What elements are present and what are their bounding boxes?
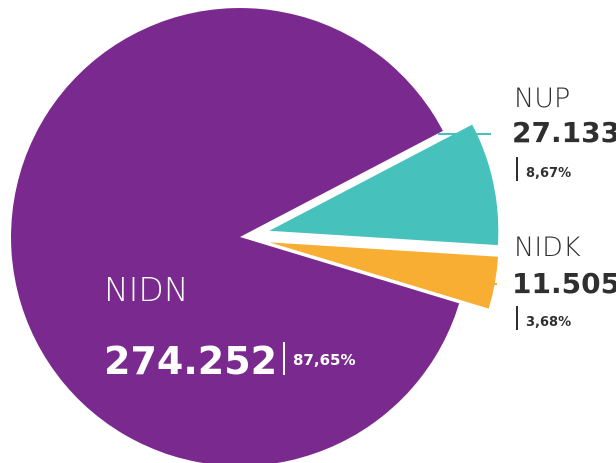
slice-label-nidk-divider xyxy=(516,306,518,330)
label-nidk: NIDK 11.505 3,68% xyxy=(512,232,616,330)
slice-nidk xyxy=(269,242,499,309)
slice-label-nidk-value: 11.505 xyxy=(512,267,616,300)
slice-label-nup-divider xyxy=(516,157,518,181)
slice-label-nup-percent: 8,67% xyxy=(526,166,571,181)
label-nidn: NIDN 274.252 87,65% xyxy=(104,270,355,383)
slice-label-nup-value: 27.133 xyxy=(512,116,616,149)
slice-label-nup-name: NUP xyxy=(514,83,570,114)
slice-label-nidk-name: NIDK xyxy=(514,232,581,263)
slice-label-nidn-percent: 87,65% xyxy=(293,351,355,369)
pie-slices xyxy=(11,8,499,463)
slice-label-nidn-name: NIDN xyxy=(104,270,189,309)
slice-label-nidn-divider xyxy=(283,342,285,375)
slice-label-nidn-value: 274.252 xyxy=(104,339,277,383)
leader-lines xyxy=(438,133,497,285)
label-nup: NUP 27.133 8,67% xyxy=(512,83,616,181)
slice-label-nidk-percent: 3,68% xyxy=(526,315,571,330)
slice-nidn xyxy=(11,8,460,463)
slice-nup xyxy=(269,124,499,246)
